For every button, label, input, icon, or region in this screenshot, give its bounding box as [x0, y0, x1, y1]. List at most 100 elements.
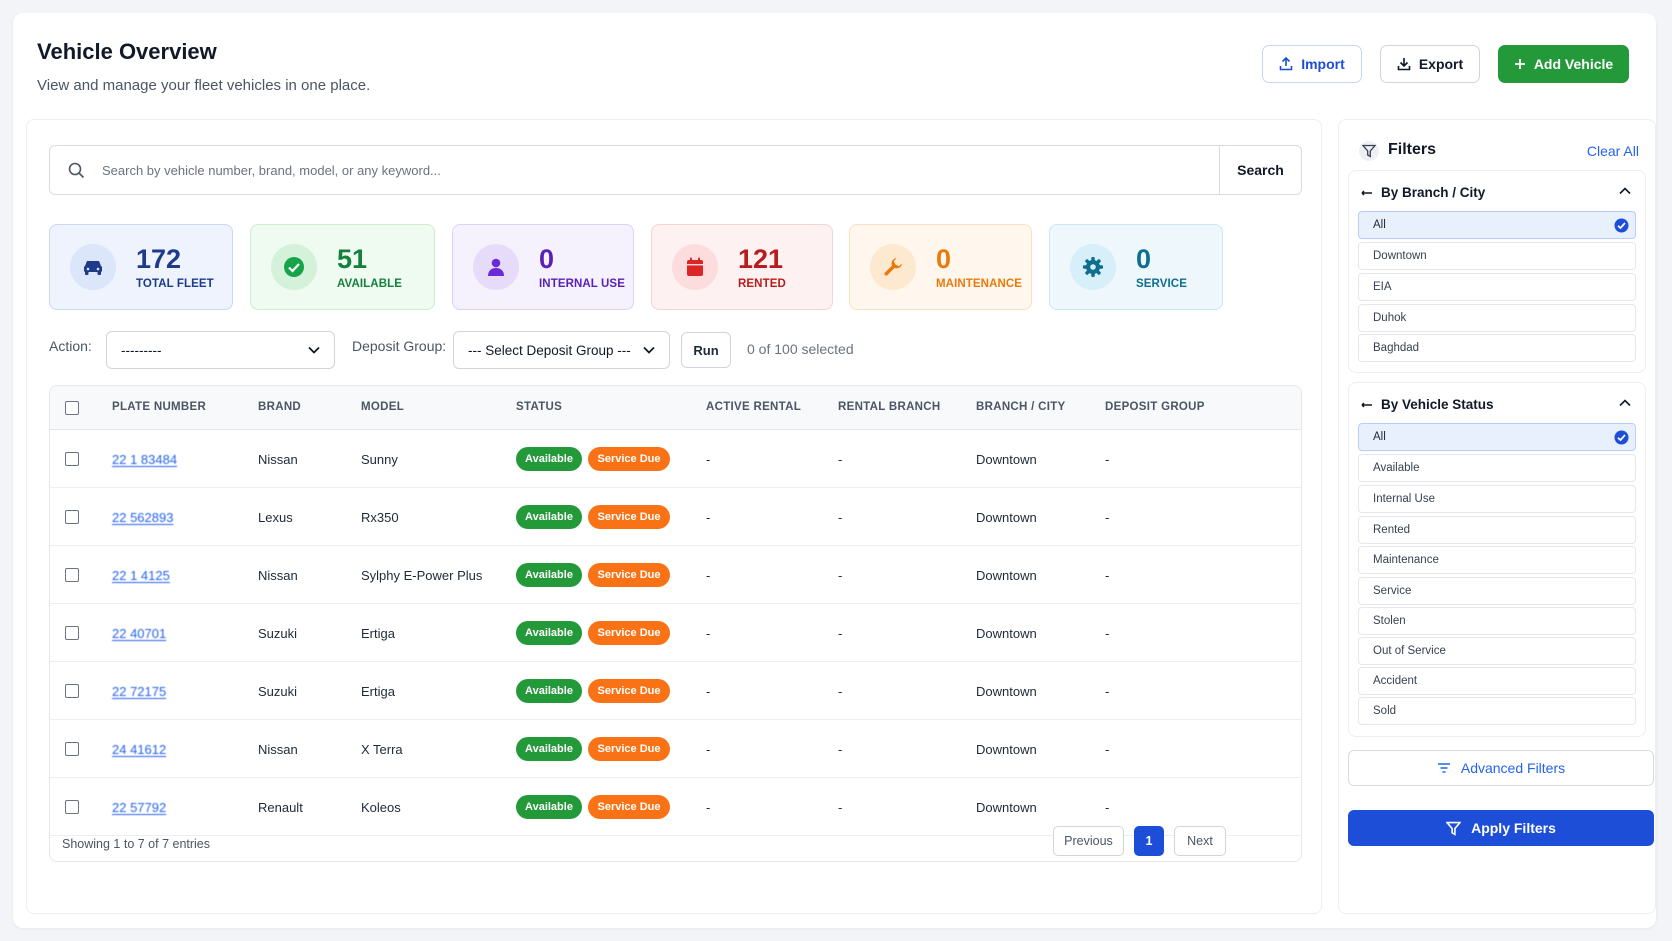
status-option-stolen[interactable]: Stolen — [1358, 607, 1636, 635]
stat-service-value: 0 — [1136, 244, 1152, 274]
plate-number-link[interactable]: 22 72175 — [112, 684, 167, 699]
chevron-up-icon[interactable] — [1619, 187, 1631, 195]
branch-option-downtown[interactable]: Downtown — [1358, 242, 1636, 270]
option-label: Sold — [1373, 705, 1397, 717]
deposit-group-cell: - — [1105, 742, 1110, 757]
import-button[interactable]: Import — [1262, 45, 1362, 83]
status-badge-available: Available — [516, 563, 582, 587]
column-header-deposit-group[interactable]: DEPOSIT GROUP — [1105, 401, 1205, 413]
pagination-page-button[interactable]: 1 — [1134, 826, 1164, 856]
plate-number-link[interactable]: 24 41612 — [112, 742, 167, 757]
column-header-branch-city[interactable]: BRANCH / CITY — [976, 401, 1066, 413]
rental-branch-cell: - — [838, 510, 843, 525]
stat-maintenance-value: 0 — [936, 244, 952, 274]
column-header-status[interactable]: STATUS — [516, 401, 563, 413]
branch-option-baghdad[interactable]: Baghdad — [1358, 334, 1636, 362]
deposit-group-cell: - — [1105, 626, 1110, 641]
status-badge-service-due: Service Due — [588, 563, 670, 587]
search-bar: Search — [49, 145, 1302, 195]
status-option-all[interactable]: All — [1358, 423, 1636, 451]
brand-cell: Nissan — [258, 742, 298, 757]
rental-branch-cell: - — [838, 684, 843, 699]
status-option-rented[interactable]: Rented — [1358, 516, 1636, 544]
status-filter-title: By Vehicle Status — [1381, 397, 1494, 412]
search-icon — [50, 162, 102, 179]
branch-option-eia[interactable]: EIA — [1358, 273, 1636, 301]
option-label: Downtown — [1373, 250, 1427, 262]
stat-card-available[interactable]: 51 AVAILABLE — [250, 224, 435, 310]
calendar-icon — [672, 244, 718, 290]
chevron-up-icon[interactable] — [1619, 399, 1631, 407]
search-input[interactable] — [102, 146, 1219, 194]
run-button[interactable]: Run — [681, 332, 731, 368]
apply-filters-button[interactable]: Apply Filters — [1348, 810, 1654, 846]
column-header-brand[interactable]: BRAND — [258, 401, 302, 413]
row-checkbox[interactable] — [65, 800, 79, 814]
download-icon — [1397, 58, 1411, 71]
status-option-accident[interactable]: Accident — [1358, 667, 1636, 695]
rental-branch-cell: - — [838, 452, 843, 467]
pagination-previous-button[interactable]: Previous — [1053, 826, 1124, 856]
row-checkbox[interactable] — [65, 742, 79, 756]
plate-number-link[interactable]: 22 1 83484 — [112, 452, 178, 467]
stat-card-total-fleet[interactable]: 172 TOTAL FLEET — [49, 224, 233, 310]
plate-number-link[interactable]: 22 562893 — [112, 510, 174, 525]
status-badge-service-due: Service Due — [588, 447, 670, 471]
column-header-rental-branch[interactable]: RENTAL BRANCH — [838, 401, 941, 413]
funnel-icon — [1446, 821, 1462, 836]
rental-branch-cell: - — [838, 800, 843, 815]
plate-number-link[interactable]: 22 57792 — [112, 800, 167, 815]
row-checkbox[interactable] — [65, 626, 79, 640]
plate-number-link[interactable]: 22 40701 — [112, 626, 167, 641]
page-subtitle: View and manage your fleet vehicles in o… — [37, 77, 371, 94]
status-option-out-of-service[interactable]: Out of Service — [1358, 637, 1636, 665]
status-option-maintenance[interactable]: Maintenance — [1358, 546, 1636, 574]
add-vehicle-button[interactable]: Add Vehicle — [1498, 45, 1629, 83]
stat-card-service[interactable]: 0 SERVICE — [1049, 224, 1223, 310]
stat-service-label: SERVICE — [1136, 278, 1187, 290]
chevron-down-icon — [643, 346, 655, 354]
stat-card-rented[interactable]: 121 RENTED — [651, 224, 833, 310]
active-rental-cell: - — [706, 568, 711, 583]
status-badge-service-due: Service Due — [588, 621, 670, 645]
advanced-filters-button[interactable]: Advanced Filters — [1348, 750, 1654, 786]
status-option-sold[interactable]: Sold — [1358, 697, 1636, 725]
stat-card-maintenance[interactable]: 0 MAINTENANCE — [849, 224, 1032, 310]
stat-total-fleet-label: TOTAL FLEET — [136, 278, 214, 290]
branch-filter-header[interactable]: By Branch / City — [1361, 185, 1485, 200]
column-header-active-rental[interactable]: ACTIVE RENTAL — [706, 401, 802, 413]
column-header-plate[interactable]: PLATE NUMBER — [112, 401, 207, 413]
select-all-checkbox[interactable] — [65, 401, 79, 415]
option-label: Available — [1373, 462, 1420, 474]
status-option-service[interactable]: Service — [1358, 577, 1636, 605]
branch-option-all[interactable]: All — [1358, 211, 1636, 239]
status-badge-available: Available — [516, 621, 582, 645]
search-button[interactable]: Search — [1219, 146, 1301, 194]
row-checkbox[interactable] — [65, 510, 79, 524]
check-circle-icon — [1614, 218, 1629, 233]
row-checkbox[interactable] — [65, 568, 79, 582]
status-option-internal-use[interactable]: Internal Use — [1358, 485, 1636, 513]
row-checkbox[interactable] — [65, 684, 79, 698]
export-button[interactable]: Export — [1380, 45, 1480, 83]
stat-card-internal-use[interactable]: 0 INTERNAL USE — [452, 224, 634, 310]
status-badge-service-due: Service Due — [588, 679, 670, 703]
action-select[interactable]: --------- — [106, 331, 335, 369]
model-cell: X Terra — [361, 742, 403, 757]
column-header-model[interactable]: MODEL — [361, 401, 405, 413]
status-option-available[interactable]: Available — [1358, 454, 1636, 482]
import-label: Import — [1301, 56, 1345, 72]
car-icon — [70, 244, 116, 290]
status-filter-group: By Vehicle Status All Available Internal… — [1348, 382, 1646, 737]
clear-all-link[interactable]: Clear All — [1586, 143, 1639, 159]
status-filter-header[interactable]: By Vehicle Status — [1361, 397, 1494, 412]
deposit-group-select[interactable]: --- Select Deposit Group --- — [453, 331, 670, 369]
filter-lines-icon — [1437, 763, 1450, 773]
pagination-next-button[interactable]: Next — [1174, 826, 1226, 856]
plate-number-link[interactable]: 22 1 4125 — [112, 568, 170, 583]
gear-icon — [1070, 244, 1116, 290]
deposit-group-cell: - — [1105, 452, 1110, 467]
row-checkbox[interactable] — [65, 452, 79, 466]
branch-option-duhok[interactable]: Duhok — [1358, 304, 1636, 332]
brand-cell: Lexus — [258, 510, 293, 525]
